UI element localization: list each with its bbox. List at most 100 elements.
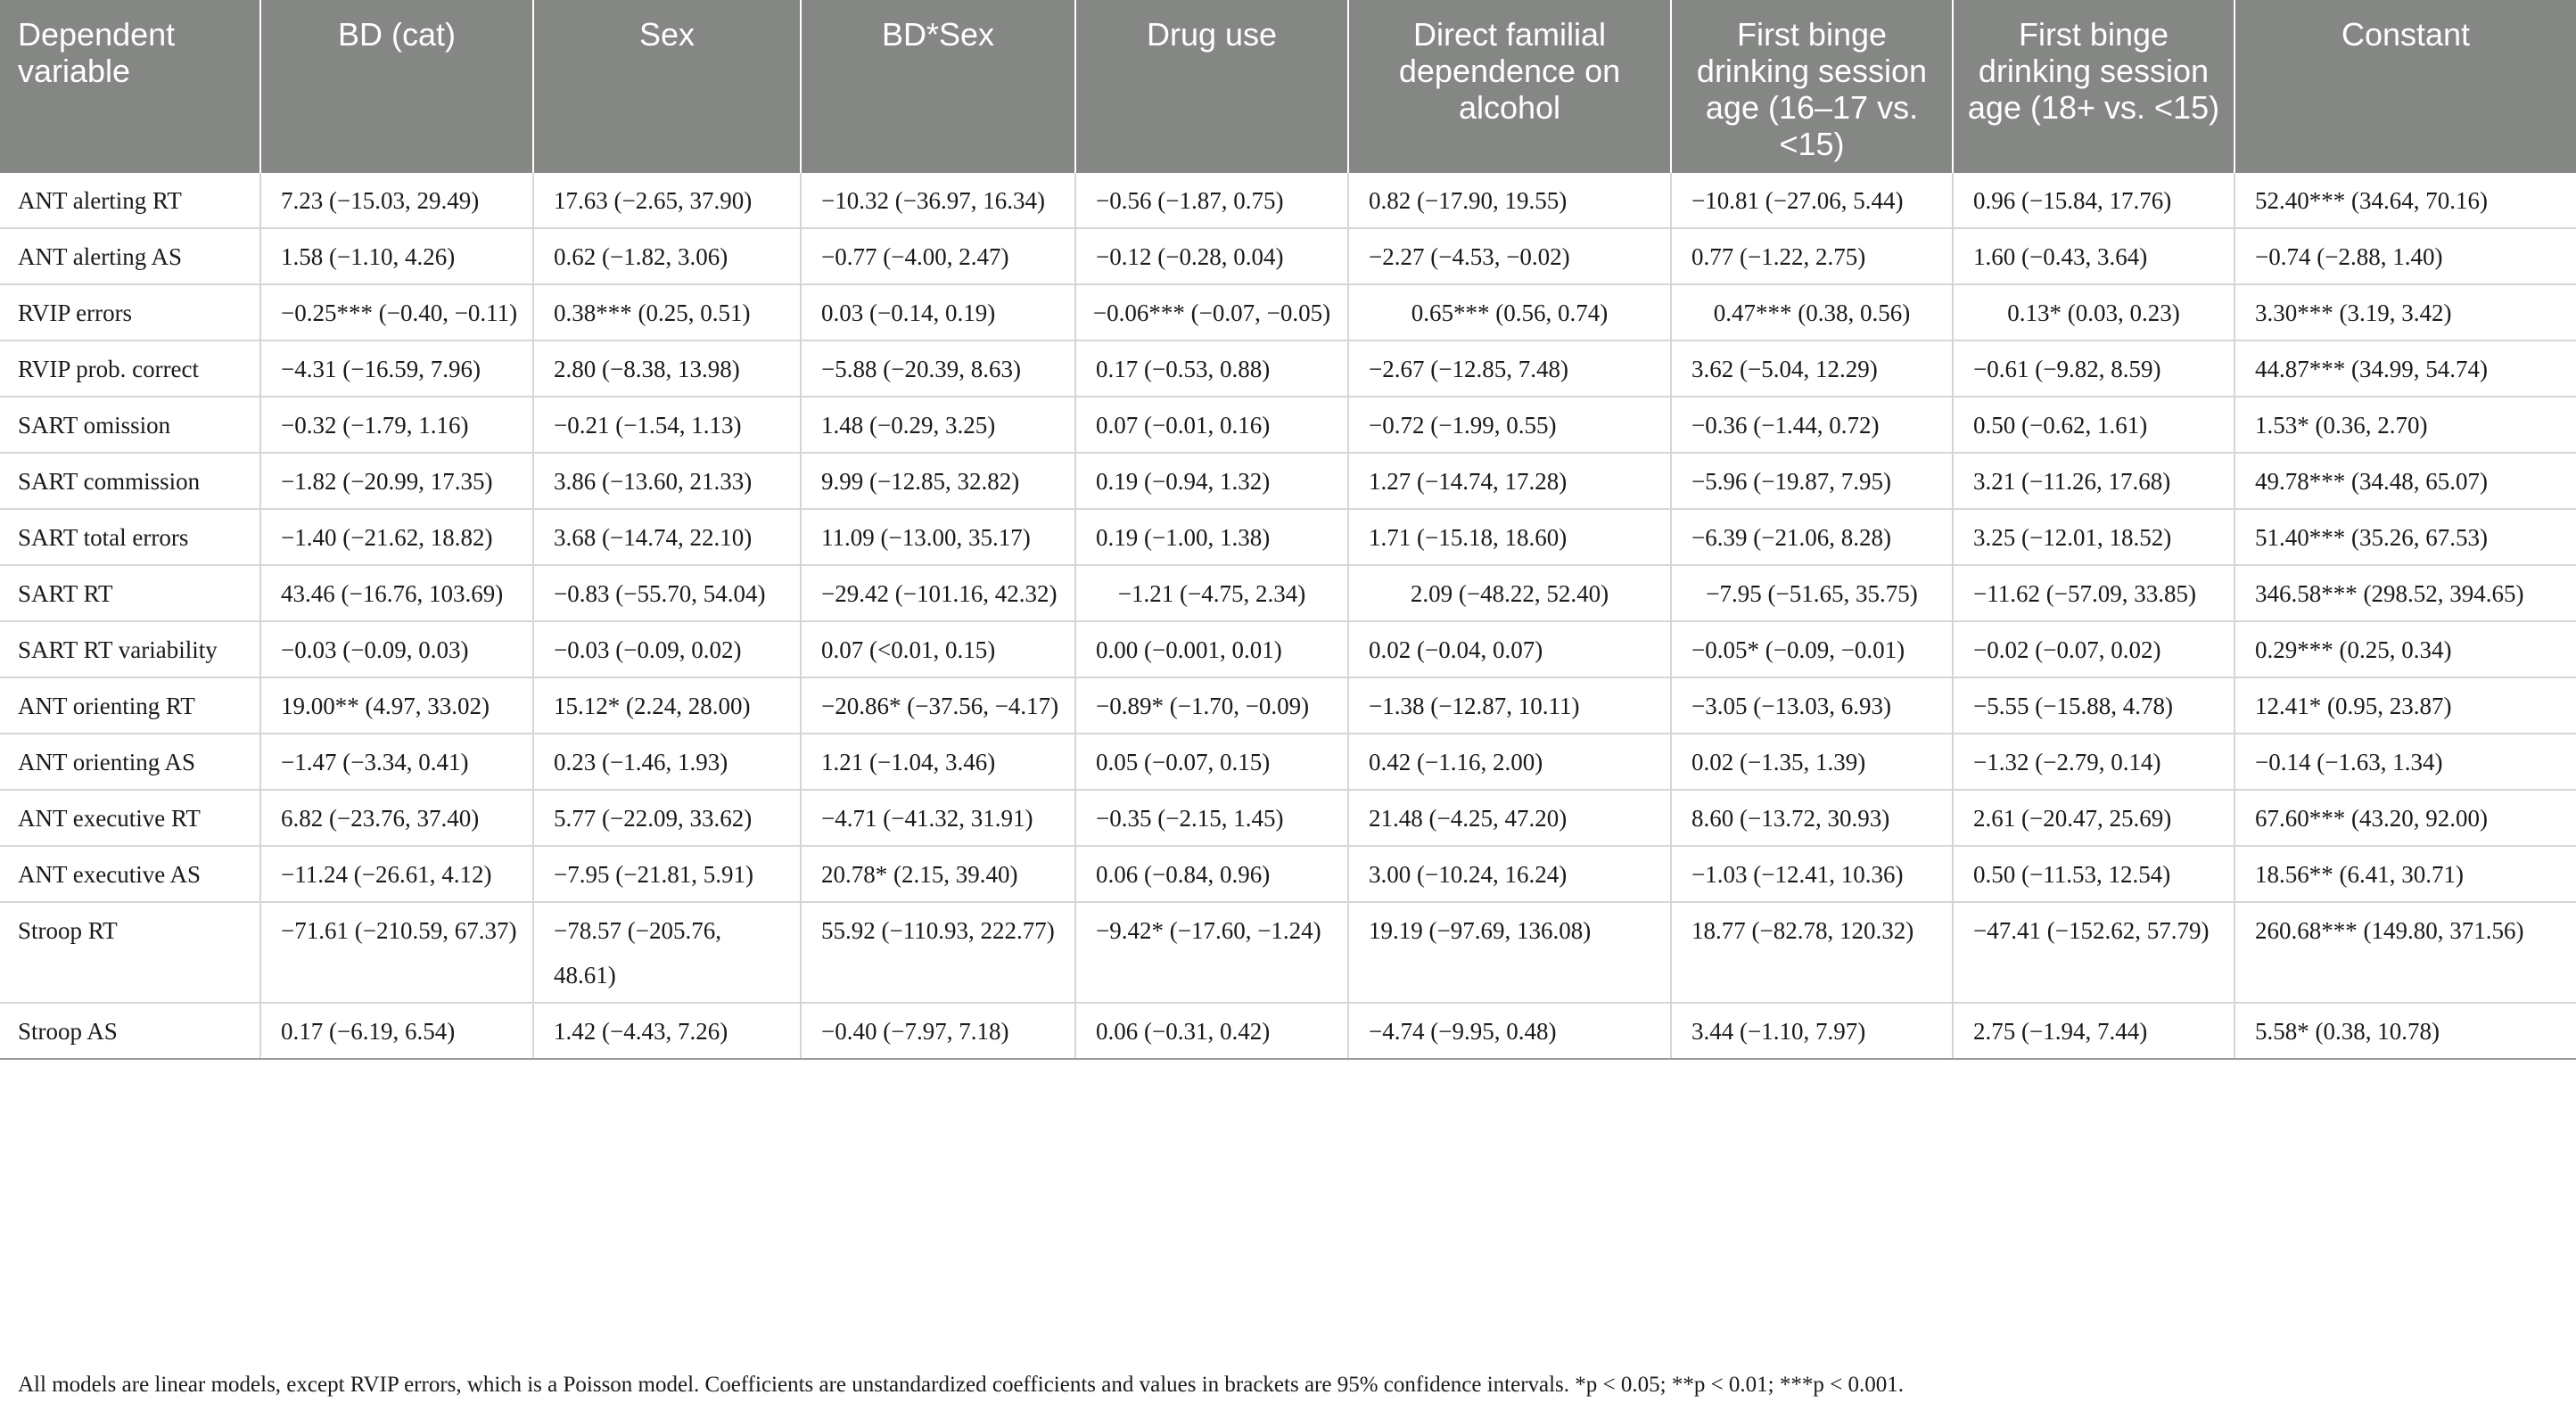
coefficient-cell: 44.87*** (34.99, 54.74) <box>2234 340 2576 398</box>
coefficient-cell: 20.78* (2.15, 39.40) <box>800 846 1075 903</box>
coefficient-cell: −0.03 (−0.09, 0.03) <box>259 621 533 678</box>
header-cell: Drug use <box>1074 0 1348 173</box>
coefficient-cell: 3.62 (−5.04, 12.29) <box>1670 340 1953 398</box>
row-label: RVIP prob. correct <box>0 340 260 398</box>
header-cell: BD (cat) <box>259 0 533 173</box>
coefficient-cell: −1.40 (−21.62, 18.82) <box>259 509 533 566</box>
table-row: ANT alerting AS 1.58 (−1.10, 4.26) 0.62 (−… <box>0 228 2576 285</box>
coefficient-cell: 1.53* (0.36, 2.70) <box>2234 397 2576 454</box>
coefficient-cell: −29.42 (−101.16, 42.32) <box>800 565 1075 622</box>
coefficient-cell: −0.72 (−1.99, 0.55) <box>1347 397 1671 454</box>
coefficient-cell: −10.81 (−27.06, 5.44) <box>1670 173 1953 229</box>
header-cell: Sex <box>532 0 801 173</box>
coefficient-cell: 0.62 (−1.82, 3.06) <box>532 228 801 285</box>
coefficient-cell: 19.00** (4.97, 33.02) <box>259 677 533 734</box>
coefficient-cell: 1.71 (−15.18, 18.60) <box>1347 509 1671 566</box>
table-row: Stroop RT −71.61 (−210.59, 67.37) −78.57 (… <box>0 902 2576 1004</box>
coefficient-cell: 0.17 (−0.53, 0.88) <box>1074 340 1348 398</box>
coefficient-cell: 1.21 (−1.04, 3.46) <box>800 734 1075 791</box>
coefficient-cell: 1.48 (−0.29, 3.25) <box>800 397 1075 454</box>
coefficient-cell: 11.09 (−13.00, 35.17) <box>800 509 1075 566</box>
table-body: ANT alerting RT 7.23 (−15.03, 29.49) 17.63… <box>0 173 2576 1060</box>
coefficient-cell: 7.23 (−15.03, 29.49) <box>259 173 533 229</box>
coefficient-cell: −0.35 (−2.15, 1.45) <box>1074 790 1348 847</box>
table-footnote: All models are linear models, except RVI… <box>18 1373 1904 1397</box>
table-row: ANT orienting RT 19.00** (4.97, 33.02) 15.… <box>0 677 2576 734</box>
coefficient-cell: 18.77 (−82.78, 120.32) <box>1670 902 1953 1004</box>
coefficient-cell: −0.40 (−7.97, 7.18) <box>800 1003 1075 1060</box>
row-label: SART total errors <box>0 509 260 566</box>
coefficient-cell: 0.02 (−0.04, 0.07) <box>1347 621 1671 678</box>
coefficient-cell: 18.56** (6.41, 30.71) <box>2234 846 2576 903</box>
coefficient-cell: −78.57 (−205.76, 48.61) <box>532 902 801 1004</box>
coefficient-cell: 0.65*** (0.56, 0.74) <box>1347 284 1671 341</box>
coefficient-cell: 260.68*** (149.80, 371.56) <box>2234 902 2576 1004</box>
coefficient-cell: −71.61 (−210.59, 67.37) <box>259 902 533 1004</box>
coefficient-cell: 3.86 (−13.60, 21.33) <box>532 453 801 510</box>
coefficient-cell: −7.95 (−51.65, 35.75) <box>1670 565 1953 622</box>
row-label: SART commission <box>0 453 260 510</box>
coefficient-cell: 15.12* (2.24, 28.00) <box>532 677 801 734</box>
header-cell: First binge drinking session age (16–17 … <box>1670 0 1953 173</box>
row-label: Stroop RT <box>0 902 260 1004</box>
coefficient-cell: −5.96 (−19.87, 7.95) <box>1670 453 1953 510</box>
row-label: ANT orienting RT <box>0 677 260 734</box>
coefficient-cell: −4.31 (−16.59, 7.96) <box>259 340 533 398</box>
table-row: SART total errors −1.40 (−21.62, 18.82) 3.… <box>0 509 2576 566</box>
coefficient-cell: −4.71 (−41.32, 31.91) <box>800 790 1075 847</box>
coefficient-cell: 3.30*** (3.19, 3.42) <box>2234 284 2576 341</box>
coefficient-cell: −7.95 (−21.81, 5.91) <box>532 846 801 903</box>
coefficient-cell: 1.42 (−4.43, 7.26) <box>532 1003 801 1060</box>
coefficient-cell: 19.19 (−97.69, 136.08) <box>1347 902 1671 1004</box>
coefficient-cell: 0.07 (<0.01, 0.15) <box>800 621 1075 678</box>
coefficient-cell: −1.21 (−4.75, 2.34) <box>1074 565 1348 622</box>
coefficient-cell: 0.47*** (0.38, 0.56) <box>1670 284 1953 341</box>
coefficient-cell: −20.86* (−37.56, −4.17) <box>800 677 1075 734</box>
row-label: ANT alerting RT <box>0 173 260 229</box>
table-row: ANT executive AS −11.24 (−26.61, 4.12) −7.… <box>0 846 2576 903</box>
table-row: RVIP errors −0.25*** (−0.40, −0.11) 0.38**… <box>0 284 2576 341</box>
coefficient-cell: 0.06 (−0.31, 0.42) <box>1074 1003 1348 1060</box>
coefficient-cell: 0.05 (−0.07, 0.15) <box>1074 734 1348 791</box>
coefficient-cell: −0.36 (−1.44, 0.72) <box>1670 397 1953 454</box>
coefficient-cell: 0.06 (−0.84, 0.96) <box>1074 846 1348 903</box>
results-table: Dependent variable BD (cat) Sex BD*Sex D… <box>0 0 2576 1060</box>
row-label: ANT executive RT <box>0 790 260 847</box>
table-row: ANT alerting RT 7.23 (−15.03, 29.49) 17.63… <box>0 173 2576 229</box>
coefficient-cell: −0.21 (−1.54, 1.13) <box>532 397 801 454</box>
coefficient-cell: 17.63 (−2.65, 37.90) <box>532 173 801 229</box>
coefficient-cell: −0.25*** (−0.40, −0.11) <box>259 284 533 341</box>
coefficient-cell: 0.50 (−11.53, 12.54) <box>1952 846 2234 903</box>
coefficient-cell: 3.25 (−12.01, 18.52) <box>1952 509 2234 566</box>
coefficient-cell: 0.02 (−1.35, 1.39) <box>1670 734 1953 791</box>
coefficient-cell: 0.19 (−0.94, 1.32) <box>1074 453 1348 510</box>
coefficient-cell: −10.32 (−36.97, 16.34) <box>800 173 1075 229</box>
coefficient-cell: 0.19 (−1.00, 1.38) <box>1074 509 1348 566</box>
coefficient-cell: 0.17 (−6.19, 6.54) <box>259 1003 533 1060</box>
coefficient-cell: 2.80 (−8.38, 13.98) <box>532 340 801 398</box>
table-row: SART commission −1.82 (−20.99, 17.35) 3.86… <box>0 453 2576 510</box>
table-row: ANT orienting AS −1.47 (−3.34, 0.41) 0.23 … <box>0 734 2576 791</box>
coefficient-cell: −0.77 (−4.00, 2.47) <box>800 228 1075 285</box>
coefficient-cell: −0.12 (−0.28, 0.04) <box>1074 228 1348 285</box>
coefficient-cell: −0.14 (−1.63, 1.34) <box>2234 734 2576 791</box>
coefficient-cell: −0.56 (−1.87, 0.75) <box>1074 173 1348 229</box>
coefficient-cell: 6.82 (−23.76, 37.40) <box>259 790 533 847</box>
coefficient-cell: −1.38 (−12.87, 10.11) <box>1347 677 1671 734</box>
coefficient-cell: 5.58* (0.38, 10.78) <box>2234 1003 2576 1060</box>
table-row: SART omission −0.32 (−1.79, 1.16) −0.21 (−… <box>0 397 2576 454</box>
coefficient-cell: −47.41 (−152.62, 57.79) <box>1952 902 2234 1004</box>
coefficient-cell: 3.21 (−11.26, 17.68) <box>1952 453 2234 510</box>
coefficient-cell: 67.60*** (43.20, 92.00) <box>2234 790 2576 847</box>
coefficient-cell: −1.47 (−3.34, 0.41) <box>259 734 533 791</box>
coefficient-cell: 1.60 (−0.43, 3.64) <box>1952 228 2234 285</box>
coefficient-cell: 12.41* (0.95, 23.87) <box>2234 677 2576 734</box>
header-cell: BD*Sex <box>800 0 1075 173</box>
coefficient-cell: 0.82 (−17.90, 19.55) <box>1347 173 1671 229</box>
coefficient-cell: 0.23 (−1.46, 1.93) <box>532 734 801 791</box>
coefficient-cell: 0.00 (−0.001, 0.01) <box>1074 621 1348 678</box>
row-label: SART RT variability <box>0 621 260 678</box>
coefficient-cell: 0.03 (−0.14, 0.19) <box>800 284 1075 341</box>
coefficient-cell: 3.44 (−1.10, 7.97) <box>1670 1003 1953 1060</box>
coefficient-cell: 2.09 (−48.22, 52.40) <box>1347 565 1671 622</box>
